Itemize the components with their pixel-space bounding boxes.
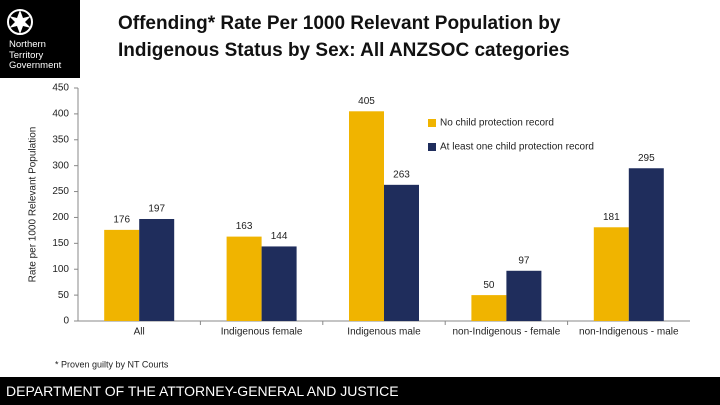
legend-swatch bbox=[428, 143, 436, 151]
legend-label: At least one child protection record bbox=[440, 142, 594, 153]
logo: Northern Territory Government bbox=[0, 0, 80, 78]
logo-line: Territory bbox=[9, 49, 44, 61]
bar bbox=[104, 229, 140, 321]
y-tick-label: 300 bbox=[52, 160, 69, 171]
chart-title: Offending* Rate Per 1000 Relevant Popula… bbox=[118, 13, 570, 61]
data-label: 144 bbox=[271, 231, 288, 242]
data-label: 263 bbox=[393, 169, 410, 180]
data-label: 197 bbox=[148, 204, 165, 215]
bar bbox=[349, 111, 384, 321]
data-label: 176 bbox=[113, 215, 130, 226]
y-tick-label: 350 bbox=[52, 134, 69, 145]
y-tick-label: 250 bbox=[52, 186, 69, 197]
data-label: 163 bbox=[236, 221, 253, 232]
chart: Rate per 1000 Relevant Population 0 50 100 1… bbox=[28, 83, 690, 369]
x-tick-label: non-Indigenous - male bbox=[579, 327, 679, 338]
data-label: 181 bbox=[603, 212, 620, 223]
bar bbox=[226, 236, 262, 321]
data-label: 295 bbox=[638, 153, 655, 164]
y-tick-label: 50 bbox=[58, 290, 70, 301]
y-tick-label: 150 bbox=[52, 238, 69, 249]
footnote: * Proven guilty by NT Courts bbox=[55, 359, 169, 369]
legend-swatch bbox=[428, 119, 436, 127]
logo-line: Government bbox=[9, 60, 62, 71]
bar bbox=[628, 168, 664, 321]
footer: DEPARTMENT OF THE ATTORNEY-GENERAL AND J… bbox=[0, 377, 720, 405]
logo-line: Northern bbox=[9, 39, 46, 50]
y-tick-label: 450 bbox=[52, 83, 69, 94]
logo-text: Northern Territory Government bbox=[9, 39, 62, 72]
x-tick-label: Indigenous female bbox=[221, 327, 303, 338]
bar bbox=[506, 270, 542, 321]
x-tick-label: non-Indigenous - female bbox=[452, 327, 560, 338]
y-tick-label: 100 bbox=[52, 264, 69, 275]
bar bbox=[139, 218, 175, 321]
y-axis-label: Rate per 1000 Relevant Population bbox=[28, 127, 39, 283]
y-tick-label: 400 bbox=[52, 109, 69, 120]
data-label: 97 bbox=[518, 255, 530, 266]
data-label: 50 bbox=[483, 280, 495, 291]
bar bbox=[471, 295, 507, 321]
y-tick-label: 0 bbox=[63, 316, 69, 327]
x-tick-label: Indigenous male bbox=[347, 327, 421, 338]
bar bbox=[593, 227, 629, 321]
bar bbox=[384, 184, 419, 321]
y-tick-label: 200 bbox=[52, 212, 69, 223]
legend-label: No child protection record bbox=[440, 118, 554, 129]
bar bbox=[261, 246, 297, 321]
logo-icon bbox=[7, 9, 33, 35]
x-tick-label: All bbox=[134, 327, 145, 338]
data-label: 405 bbox=[358, 96, 375, 107]
